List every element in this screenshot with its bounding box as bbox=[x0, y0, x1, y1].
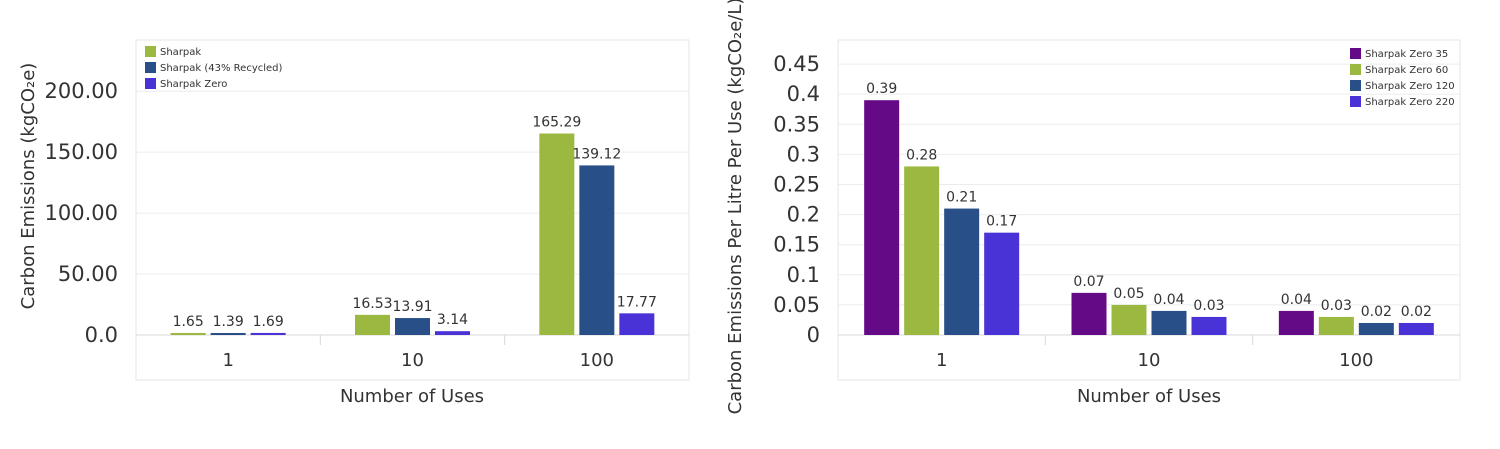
data-label: 0.17 bbox=[986, 214, 1017, 230]
data-label: 1.69 bbox=[253, 314, 284, 330]
bar bbox=[1151, 310, 1187, 335]
y-tick-label: 0.0 bbox=[85, 323, 118, 347]
bar bbox=[250, 332, 286, 335]
bar bbox=[395, 318, 430, 335]
y-tick-label: 0.1 bbox=[787, 263, 820, 287]
data-label: 13.91 bbox=[392, 299, 432, 315]
bar bbox=[1318, 316, 1354, 335]
x-axis-title: Number of Uses bbox=[1077, 386, 1221, 407]
data-label: 0.21 bbox=[946, 190, 977, 206]
data-label: 0.28 bbox=[906, 147, 937, 163]
x-tick-label: 1 bbox=[936, 350, 947, 371]
data-label: 1.39 bbox=[213, 314, 244, 330]
bar bbox=[904, 166, 940, 335]
bar bbox=[170, 332, 206, 335]
y-tick-labels: 0.0 50.00 100.00 150.00 200.00 bbox=[45, 79, 118, 347]
data-label: 0.07 bbox=[1073, 274, 1104, 290]
legend-label: Sharpak Zero 120 bbox=[1365, 81, 1455, 92]
legend-label: Sharpak Zero 220 bbox=[1365, 97, 1455, 108]
y-tick-label: 0.05 bbox=[773, 293, 820, 317]
y-tick-label: 100.00 bbox=[45, 201, 118, 225]
legend-swatch bbox=[1350, 96, 1361, 107]
x-tick-labels: 1 10 100 bbox=[222, 350, 614, 371]
legend-label: Sharpak bbox=[160, 47, 201, 58]
x-axis-title: Number of Uses bbox=[340, 386, 484, 407]
data-label: 3.14 bbox=[437, 312, 468, 328]
data-labels: 0.39 0.28 0.21 0.17 0.07 0.05 0.04 0.03 0.04 0.03… bbox=[866, 81, 1432, 320]
bars bbox=[864, 100, 1434, 336]
bar bbox=[1358, 322, 1394, 335]
legend-label: Sharpak (43% Recycled) bbox=[160, 63, 283, 74]
data-label: 17.77 bbox=[617, 294, 657, 310]
y-tick-label: 0.35 bbox=[773, 112, 820, 136]
y-tick-label: 0.15 bbox=[773, 233, 820, 257]
y-tick-label: 0 bbox=[807, 323, 820, 347]
legend-label: Sharpak Zero 35 bbox=[1365, 49, 1448, 60]
y-tick-label: 0.2 bbox=[787, 203, 820, 227]
bar bbox=[1398, 322, 1434, 335]
data-label: 16.53 bbox=[352, 296, 392, 312]
bar bbox=[1191, 316, 1227, 335]
data-label: 139.12 bbox=[572, 146, 621, 162]
data-label: 0.39 bbox=[866, 81, 897, 97]
y-tick-label: 200.00 bbox=[45, 79, 118, 103]
legend: Sharpak Zero 35 Sharpak Zero 60 Sharpak Ze… bbox=[1350, 48, 1455, 108]
legend-swatch bbox=[1350, 80, 1361, 91]
x-tick-label: 100 bbox=[1339, 350, 1373, 371]
bar bbox=[1111, 304, 1147, 335]
y-tick-label: 50.00 bbox=[58, 262, 118, 286]
bar bbox=[539, 133, 575, 335]
y-axis-title: Carbon Emissions Per Litre Per Use (kgCO… bbox=[725, 0, 746, 414]
data-label: 0.03 bbox=[1321, 298, 1352, 314]
data-label: 0.05 bbox=[1113, 286, 1144, 302]
y-tick-label: 0.25 bbox=[773, 172, 820, 196]
bar bbox=[435, 331, 470, 335]
x-tick-labels: 1 10 100 bbox=[936, 350, 1374, 371]
legend-swatch bbox=[145, 62, 156, 73]
y-tick-label: 150.00 bbox=[45, 140, 118, 164]
bar bbox=[355, 314, 390, 335]
data-label: 0.04 bbox=[1153, 292, 1184, 308]
data-label: 0.04 bbox=[1281, 292, 1312, 308]
x-tick-label: 10 bbox=[401, 350, 424, 371]
y-tick-labels: 0 0.05 0.1 0.15 0.2 0.25 0.3 0.35 0.4 0.45 bbox=[773, 52, 820, 347]
y-tick-label: 0.45 bbox=[773, 52, 820, 76]
data-label: 0.02 bbox=[1361, 304, 1392, 320]
y-axis-title: Carbon Emissions (kgCO₂e) bbox=[18, 63, 39, 310]
bar bbox=[864, 100, 900, 336]
data-label: 0.03 bbox=[1193, 298, 1224, 314]
legend-swatch bbox=[1350, 48, 1361, 59]
legend: Sharpak Sharpak (43% Recycled) Sharpak Zer… bbox=[145, 46, 283, 90]
bar bbox=[944, 208, 980, 335]
data-label: 165.29 bbox=[532, 115, 581, 131]
bar bbox=[619, 313, 655, 335]
y-tick-label: 0.3 bbox=[787, 142, 820, 166]
bar bbox=[1071, 292, 1107, 335]
x-tick-label: 1 bbox=[222, 350, 233, 371]
legend-label: Sharpak Zero 60 bbox=[1365, 65, 1448, 76]
data-labels: 1.65 1.39 1.69 16.53 13.91 3.14 165.29 139.12 17… bbox=[173, 115, 657, 330]
bar bbox=[579, 165, 615, 335]
bars bbox=[170, 133, 655, 335]
data-label: 0.02 bbox=[1401, 304, 1432, 320]
x-tick-label: 10 bbox=[1138, 350, 1161, 371]
legend-swatch bbox=[145, 78, 156, 89]
data-label: 1.65 bbox=[173, 314, 204, 330]
y-tick-label: 0.4 bbox=[787, 82, 820, 106]
legend-swatch bbox=[1350, 64, 1361, 75]
legend-label: Sharpak Zero bbox=[160, 79, 227, 90]
bar bbox=[210, 333, 246, 335]
bar bbox=[1278, 310, 1314, 335]
emissions-per-litre-chart: 00.050.10.150.20.250.30.350.40.45 0.390.… bbox=[725, 0, 1461, 414]
legend-swatch bbox=[145, 46, 156, 57]
x-tick-label: 100 bbox=[580, 350, 614, 371]
bar bbox=[984, 232, 1020, 335]
